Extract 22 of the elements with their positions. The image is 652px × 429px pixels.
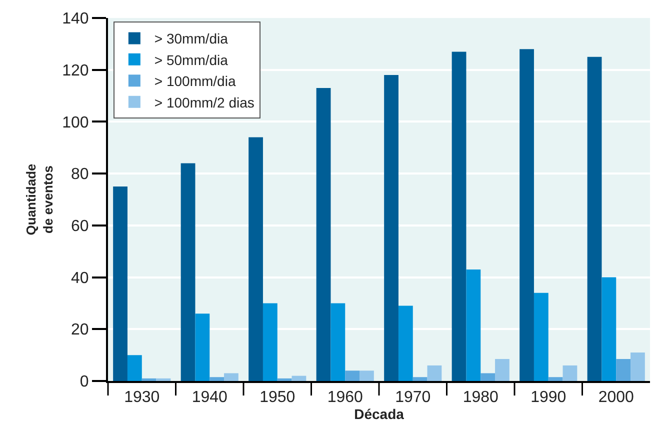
y-tick-label: 100 — [62, 114, 89, 132]
legend-label: > 100mm/2 dias — [154, 94, 254, 110]
x-tick-label: 1960 — [327, 389, 364, 406]
legend-label: > 50mm/dia — [154, 52, 228, 68]
x-tick-label: 1950 — [260, 389, 296, 406]
y-tick-label: 40 — [71, 270, 89, 287]
legend-label: > 30mm/dia — [154, 30, 228, 47]
x-tick-label: 1930 — [124, 389, 160, 406]
y-tick-label: 80 — [71, 166, 89, 184]
x-tick-label: 2000 — [598, 389, 634, 406]
y-tick-label: 140 — [62, 10, 89, 28]
y-axis-title: Quantidade de eventos — [24, 164, 56, 236]
legend-label: > 100mm/dia — [154, 73, 236, 90]
y-tick-label: 120 — [62, 62, 89, 80]
y-tick-label: 0 — [80, 374, 89, 391]
x-tick-label: 1970 — [395, 389, 431, 406]
y-tick-label: 20 — [71, 322, 89, 339]
x-tick-label: 1940 — [192, 389, 228, 406]
x-tick-label: 1980 — [462, 389, 499, 406]
x-axis-title: Década — [354, 406, 404, 422]
x-tick-label: 1990 — [530, 389, 566, 406]
y-tick-label: 60 — [71, 218, 89, 236]
